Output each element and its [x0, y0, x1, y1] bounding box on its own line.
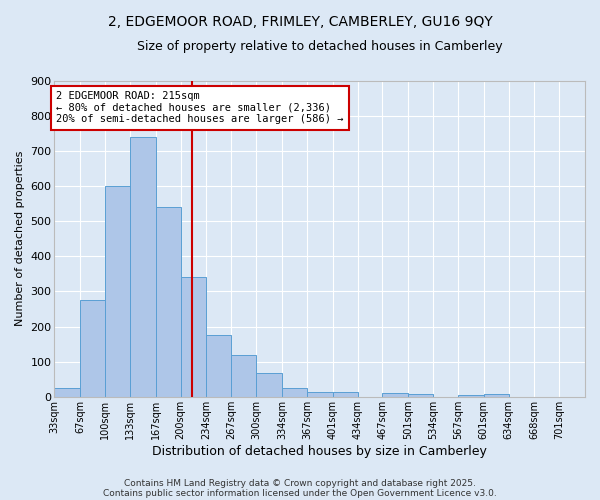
Bar: [232, 354, 256, 397]
Bar: [181, 278, 206, 397]
Bar: [156, 207, 181, 397]
Bar: [307, 392, 332, 397]
Bar: [484, 394, 509, 397]
Bar: [408, 394, 433, 397]
Bar: [206, 336, 232, 397]
Y-axis label: Number of detached properties: Number of detached properties: [15, 151, 25, 326]
Bar: [458, 395, 484, 397]
Bar: [332, 392, 358, 397]
Bar: [282, 388, 307, 397]
Text: Contains HM Land Registry data © Crown copyright and database right 2025.: Contains HM Land Registry data © Crown c…: [124, 478, 476, 488]
X-axis label: Distribution of detached houses by size in Camberley: Distribution of detached houses by size …: [152, 444, 487, 458]
Bar: [55, 388, 80, 397]
Text: 2 EDGEMOOR ROAD: 215sqm
← 80% of detached houses are smaller (2,336)
20% of semi: 2 EDGEMOOR ROAD: 215sqm ← 80% of detache…: [56, 91, 343, 124]
Title: Size of property relative to detached houses in Camberley: Size of property relative to detached ho…: [137, 40, 503, 53]
Bar: [130, 137, 156, 397]
Text: 2, EDGEMOOR ROAD, FRIMLEY, CAMBERLEY, GU16 9QY: 2, EDGEMOOR ROAD, FRIMLEY, CAMBERLEY, GU…: [107, 15, 493, 29]
Bar: [256, 373, 282, 397]
Bar: [80, 300, 105, 397]
Text: Contains public sector information licensed under the Open Government Licence v3: Contains public sector information licen…: [103, 488, 497, 498]
Bar: [105, 186, 130, 397]
Bar: [382, 394, 408, 397]
